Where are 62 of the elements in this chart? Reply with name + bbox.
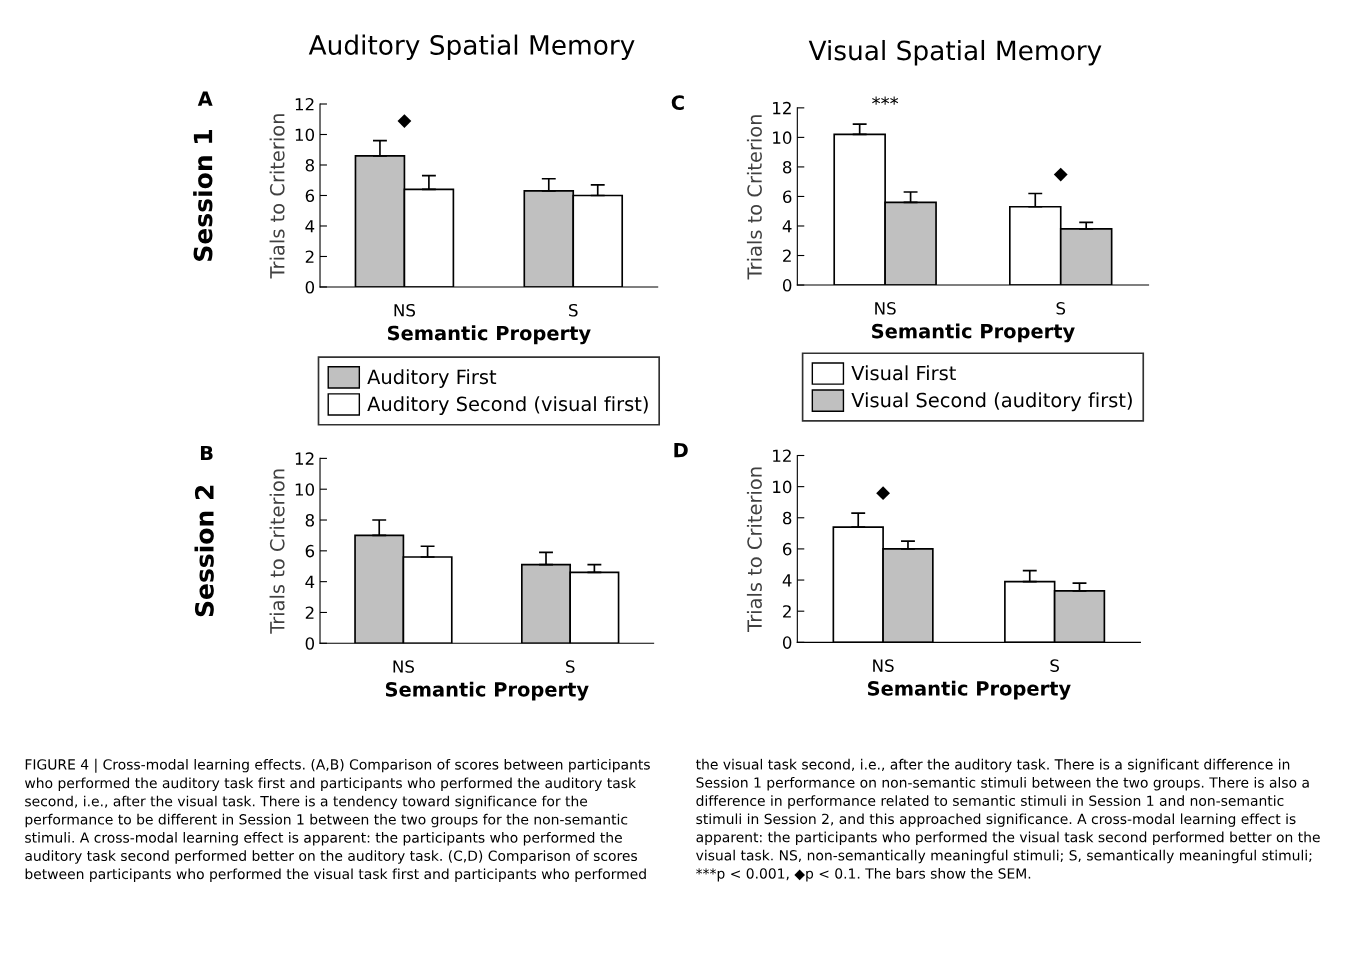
- y-tick-label: 6: [305, 189, 315, 203]
- y-tick-label: 6: [783, 542, 792, 556]
- text: the visual task second, i.e., after the auditory task. There is a significant difference in Session 1 performance on non-semantic stimuli between the two groups. There is also a difference in performance related to semantic stimuli in Session 1 and non-semantic stimuli in Session 2, and this approached significance. A cross-modal learning effect is apparent: the participants who performed the visual task second performed better on the visual task. NS, non-semantically meaningful stimuli; S, semantically meaningful stimuli; ***p < 0.001, ◆p < 0.1. The bars show the SEM.: [696, 758, 1320, 882]
- x-tick-label: NS: [875, 302, 896, 315]
- y-tick-label: 8: [782, 160, 792, 174]
- legend-label: Visual First: [851, 365, 956, 381]
- y-tick-label: 6: [783, 190, 792, 204]
- text: C: [671, 95, 684, 110]
- x-tick-label: S: [566, 660, 575, 673]
- x-tick-label: NS: [394, 303, 416, 317]
- text: A: [197, 91, 213, 106]
- text: D: [674, 442, 688, 458]
- x-axis-title: Semantic Property: [385, 681, 589, 701]
- y-tick-label: 2: [783, 605, 791, 618]
- y-axis-title: Trials to Criterion: [746, 467, 762, 632]
- x-axis-title: Semantic Property: [387, 325, 591, 345]
- x-tick-label: NS: [873, 659, 894, 672]
- x-tick-label: S: [569, 303, 578, 317]
- y-tick-label: 10: [295, 483, 315, 496]
- x-axis-title: Semantic Property: [872, 323, 1075, 343]
- annotation: ◆: [397, 114, 412, 128]
- text: B: [200, 445, 213, 461]
- annotation: ◆: [876, 486, 890, 501]
- y-tick-label: 0: [782, 636, 792, 649]
- x-tick-label: S: [1056, 302, 1066, 315]
- y-tick-label: 4: [305, 575, 315, 588]
- legend-label: Auditory Second (visual first): [367, 396, 648, 415]
- y-axis-title: Trials to Criterion: [746, 115, 762, 280]
- y-tick-label: 12: [773, 101, 791, 115]
- y-tick-label: 4: [305, 220, 315, 233]
- chart-title: Visual Spatial Memory: [808, 39, 1102, 66]
- y-axis-title: Trials to Criterion: [269, 114, 285, 279]
- text: Session 1: [193, 130, 213, 261]
- text: ***: [872, 96, 899, 105]
- y-tick-label: 0: [305, 280, 315, 294]
- y-tick-label: 12: [773, 449, 791, 462]
- y-tick-label: 8: [305, 513, 315, 527]
- chart-title: Auditory Spatial Memory: [308, 34, 635, 61]
- legend-label: Auditory First: [367, 369, 497, 388]
- x-axis-title: Semantic Property: [867, 680, 1071, 700]
- y-tick-label: 8: [305, 158, 315, 172]
- annotation: ◆: [1053, 167, 1068, 182]
- x-tick-label: NS: [393, 660, 414, 673]
- y-tick-label: 10: [773, 131, 792, 144]
- y-tick-label: 2: [783, 249, 791, 262]
- x-tick-label: S: [1050, 659, 1059, 672]
- y-tick-label: 4: [782, 574, 792, 587]
- legend-label: Visual Second (auditory first): [851, 392, 1132, 412]
- y-axis-title: Trials to Criterion: [269, 469, 285, 634]
- y-tick-label: 0: [782, 279, 792, 292]
- y-tick-label: 6: [305, 544, 315, 558]
- caption: FIGURE 4 | Cross-modal learning effects. (A,B) Comparison of scores between participants who performed the auditory task first and participants who performed the auditory task second, i.e., after the visual task. There is a tendency toward significance for the performance to be different in Session 1 between the two groups for the non-semantic stimuli. A cross-modal learning effect is apparent: the participants who performed the auditory task second performed better on the auditory task. (C,D) Comparison of scores between participants who performed the visual task first and participants who performed: [24, 758, 650, 882]
- y-tick-label: 8: [782, 511, 792, 525]
- y-tick-label: 0: [305, 637, 315, 650]
- y-tick-label: 4: [782, 220, 792, 233]
- y-tick-label: 10: [295, 128, 315, 142]
- y-tick-label: 2: [305, 250, 314, 263]
- text: Session 2: [194, 485, 214, 617]
- y-tick-label: 12: [295, 452, 314, 465]
- y-tick-label: 12: [295, 97, 314, 111]
- y-tick-label: 10: [773, 480, 792, 494]
- y-tick-label: 2: [305, 606, 314, 619]
